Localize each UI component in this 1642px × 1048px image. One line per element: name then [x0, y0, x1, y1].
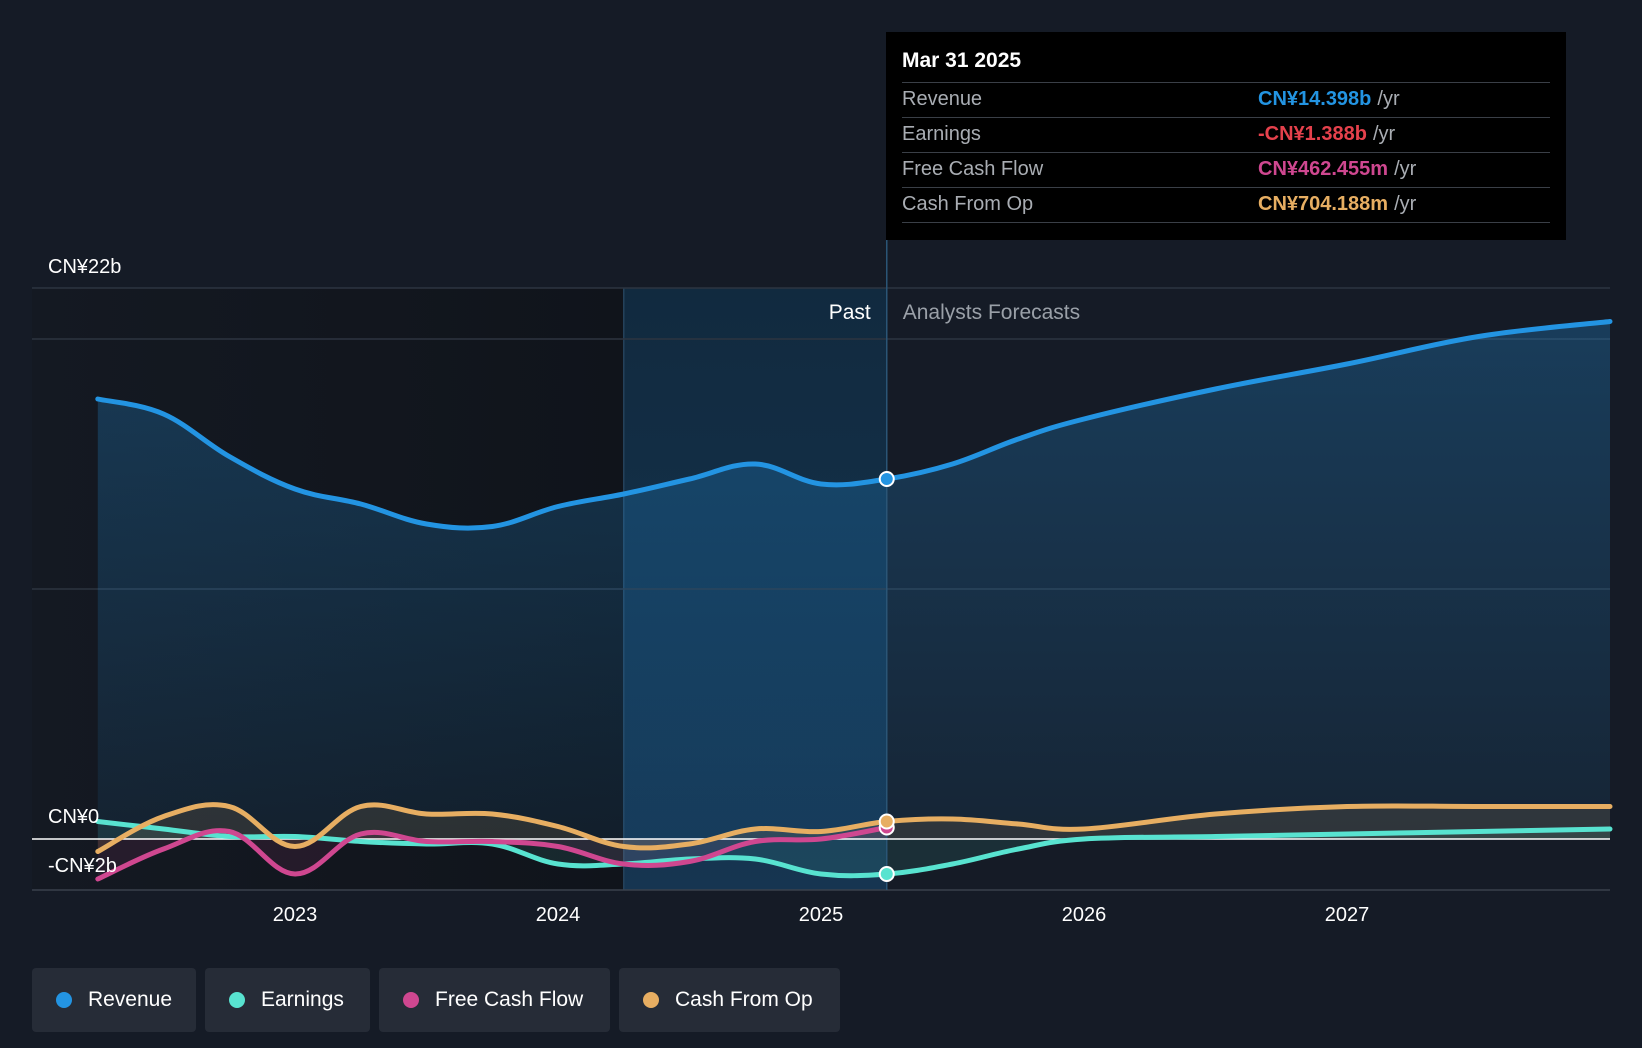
cash-from-op-dot-icon	[643, 992, 659, 1008]
y-tick-label: CN¥22b	[48, 256, 121, 278]
x-tick-label: 2025	[799, 904, 844, 926]
forecast-label: Analysts Forecasts	[903, 301, 1080, 324]
x-tick-label: 2027	[1325, 904, 1370, 926]
tooltip-value: CN¥14.398b/yr	[1258, 88, 1400, 110]
tooltip-row-free-cash-flow: Free Cash Flow CN¥462.455m/yr	[902, 153, 1550, 188]
tooltip-row-earnings: Earnings -CN¥1.388b/yr	[902, 118, 1550, 153]
legend-label: Free Cash Flow	[435, 988, 584, 1011]
tooltip-row-revenue: Revenue CN¥14.398b/yr	[902, 83, 1550, 118]
tooltip-value: CN¥704.188m/yr	[1258, 193, 1417, 215]
cash-from-op-line	[95, 802, 1613, 854]
tooltip-date: Mar 31 2025	[902, 46, 1550, 83]
revenue-point	[878, 471, 895, 487]
tooltip-value: -CN¥1.388b/yr	[1258, 123, 1396, 145]
x-tick-label: 2026	[1062, 904, 1107, 926]
legend-label: Earnings	[261, 988, 344, 1011]
free-cash-flow-area	[97, 827, 887, 879]
revenue-dot-icon	[56, 992, 72, 1008]
earnings-dot-icon	[229, 992, 245, 1008]
y-tick-label: -CN¥2b	[48, 855, 117, 877]
past-label: Past	[829, 301, 871, 324]
tooltip-label: Earnings	[902, 123, 981, 145]
legend: Revenue Earnings Free Cash Flow Cash Fro…	[32, 968, 840, 1032]
legend-item-earnings[interactable]: Earnings	[205, 968, 370, 1032]
tooltip-label: Cash From Op	[902, 193, 1034, 215]
free-cash-flow-line	[95, 825, 890, 882]
tooltip-label: Free Cash Flow	[902, 158, 1044, 180]
legend-item-free-cash-flow[interactable]: Free Cash Flow	[379, 968, 610, 1032]
earnings-area	[97, 821, 1610, 876]
tooltip-value: CN¥462.455m/yr	[1258, 158, 1417, 180]
legend-item-cash-from-op[interactable]: Cash From Op	[619, 968, 840, 1032]
tooltip-label: Revenue	[902, 88, 983, 110]
revenue-line	[95, 319, 1613, 531]
legend-label: Revenue	[87, 988, 172, 1011]
cash-from-op-point	[878, 813, 895, 830]
legend-item-revenue[interactable]: Revenue	[32, 968, 196, 1032]
tooltip-row-cash-from-op: Cash From Op CN¥704.188m/yr	[902, 188, 1550, 223]
revenue-area	[97, 321, 1610, 839]
x-tick-label: 2024	[536, 904, 581, 926]
x-tick-label: 2023	[273, 904, 318, 926]
free-cash-flow-dot-icon	[403, 992, 419, 1008]
legend-label: Cash From Op	[675, 988, 813, 1011]
earnings-point	[878, 866, 895, 882]
y-tick-label: CN¥0	[48, 806, 99, 828]
tooltip: Mar 31 2025 Revenue CN¥14.398b/yr Earnin…	[886, 32, 1566, 240]
